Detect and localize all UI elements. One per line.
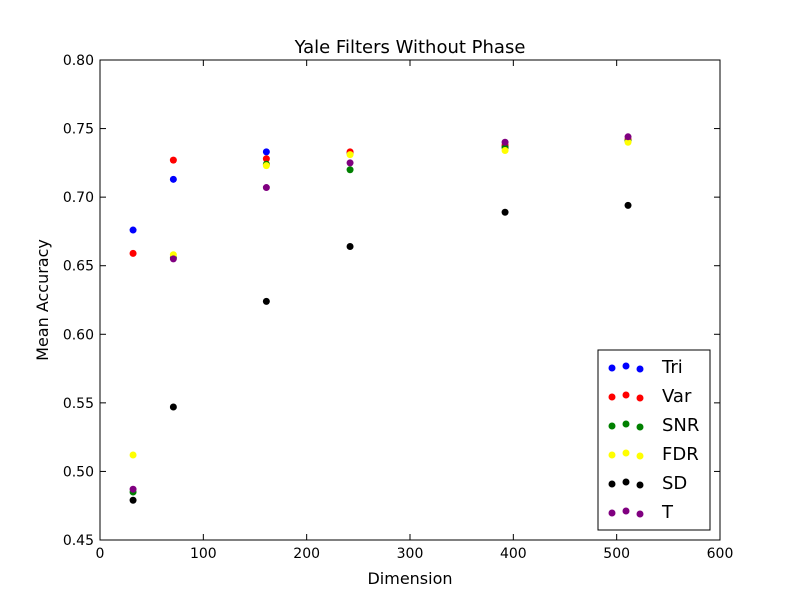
legend-marker-tri: [636, 365, 644, 373]
point-t: [624, 133, 632, 141]
point-fdr: [624, 138, 632, 146]
chart-title: Yale Filters Without Phase: [294, 37, 526, 58]
point-fdr: [346, 151, 354, 159]
y-tick-label: 0.55: [63, 396, 94, 412]
x-tick-label: 600: [707, 546, 734, 562]
y-tick-label: 0.65: [63, 259, 94, 275]
legend: Tri Var SNR FDR SD T: [597, 349, 711, 531]
point-tri: [169, 175, 177, 183]
legend-frame: [597, 349, 711, 531]
point-t: [262, 184, 270, 192]
x-tick-label: 100: [190, 546, 217, 562]
legend-marker-fdr: [636, 452, 644, 460]
legend-marker-sd: [636, 481, 644, 489]
point-var: [169, 156, 177, 164]
point-sd: [624, 201, 632, 209]
legend-marker-var: [636, 394, 644, 402]
point-sd: [501, 208, 509, 216]
point-var: [129, 249, 137, 257]
y-tick-label: 0.60: [63, 327, 94, 343]
legend-marker-fdr: [622, 449, 630, 457]
legend-marker-snr: [636, 423, 644, 431]
legend-marker-sd: [622, 478, 630, 486]
legend-label-fdr: FDR: [662, 444, 699, 465]
x-tick-label: 500: [603, 546, 630, 562]
legend-marker-snr: [608, 422, 616, 430]
legend-label-sd: SD: [662, 473, 687, 494]
y-axis: 0.45 0.50 0.55 0.60 0.65 0.70 0.75 0.80: [63, 53, 720, 549]
legend-marker-var: [608, 393, 616, 401]
y-tick-label: 0.45: [63, 533, 94, 549]
data-points: [129, 133, 632, 504]
point-t: [501, 138, 509, 146]
point-var: [262, 155, 270, 163]
y-tick-label: 0.50: [63, 464, 94, 480]
point-fdr: [501, 147, 509, 155]
y-tick-label: 0.80: [63, 53, 94, 69]
legend-marker-tri: [622, 362, 630, 370]
x-tick-label: 300: [397, 546, 424, 562]
legend-label-t: T: [661, 502, 674, 523]
legend-marker-fdr: [608, 451, 616, 459]
x-axis: 0 100 200 300 400 500 600: [96, 60, 734, 562]
legend-marker-tri: [608, 364, 616, 372]
legend-label-tri: Tri: [661, 357, 683, 378]
y-axis-label: Mean Accuracy: [33, 239, 52, 361]
legend-marker-snr: [622, 420, 630, 428]
legend-marker-t: [608, 509, 616, 517]
point-sd: [129, 496, 137, 504]
x-axis-label: Dimension: [367, 569, 452, 588]
legend-label-var: Var: [662, 386, 692, 407]
point-fdr: [262, 162, 270, 170]
legend-marker-t: [636, 510, 644, 518]
legend-marker-sd: [608, 480, 616, 488]
point-tri: [129, 226, 137, 234]
point-sd: [169, 403, 177, 411]
x-tick-label: 0: [96, 546, 105, 562]
y-tick-label: 0.70: [63, 190, 94, 206]
point-t: [169, 255, 177, 263]
point-tri: [262, 148, 270, 156]
point-sd: [262, 297, 270, 305]
point-fdr: [129, 451, 137, 459]
x-tick-label: 400: [500, 546, 527, 562]
legend-marker-var: [622, 391, 630, 399]
x-tick-label: 200: [293, 546, 320, 562]
point-snr: [346, 166, 354, 174]
point-t: [346, 159, 354, 167]
legend-label-snr: SNR: [662, 415, 699, 436]
y-tick-label: 0.75: [63, 122, 94, 138]
point-sd: [346, 243, 354, 251]
legend-marker-t: [622, 507, 630, 515]
point-t: [129, 485, 137, 493]
